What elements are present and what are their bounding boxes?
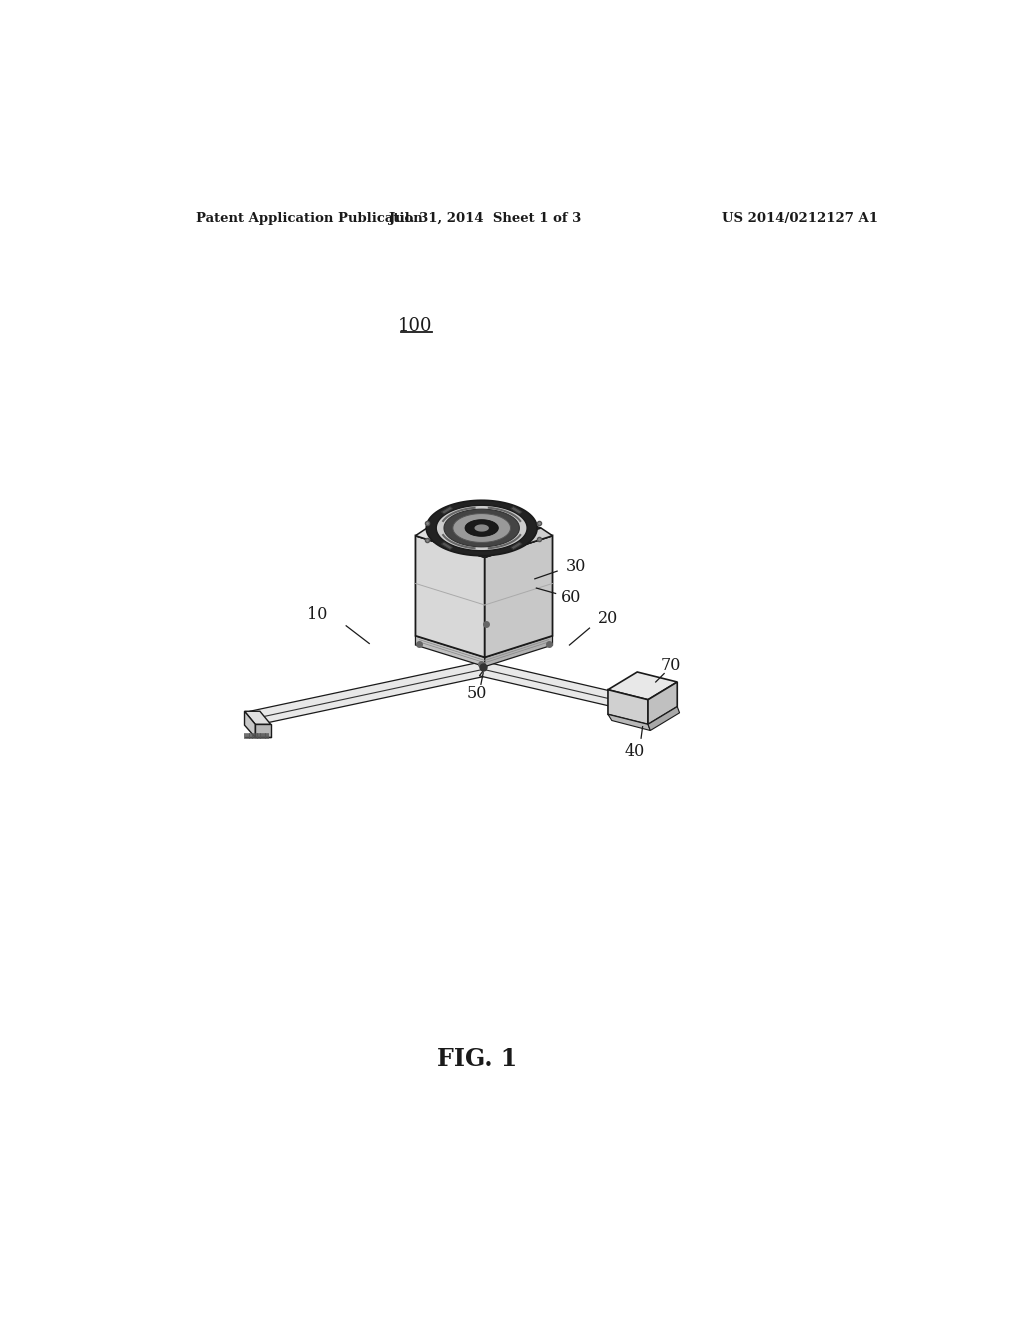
Polygon shape — [416, 528, 484, 557]
Polygon shape — [416, 515, 553, 557]
Polygon shape — [427, 508, 541, 548]
Polygon shape — [484, 536, 553, 657]
Polygon shape — [453, 513, 511, 543]
Text: US 2014/0212127 A1: US 2014/0212127 A1 — [723, 213, 879, 224]
Text: 60: 60 — [561, 589, 582, 606]
Text: 50: 50 — [467, 685, 487, 702]
Polygon shape — [608, 714, 650, 730]
Polygon shape — [465, 520, 499, 536]
Text: 10: 10 — [307, 606, 328, 623]
Polygon shape — [474, 524, 488, 532]
Polygon shape — [426, 500, 538, 556]
Text: 40: 40 — [625, 743, 645, 760]
Polygon shape — [245, 711, 260, 727]
Polygon shape — [250, 663, 487, 725]
Polygon shape — [648, 682, 677, 725]
Polygon shape — [416, 636, 484, 667]
Polygon shape — [416, 614, 553, 657]
Polygon shape — [511, 543, 522, 549]
Polygon shape — [608, 672, 677, 700]
Polygon shape — [484, 528, 553, 557]
Polygon shape — [608, 689, 648, 725]
Text: Patent Application Publication: Patent Application Publication — [196, 213, 423, 224]
Text: Jul. 31, 2014  Sheet 1 of 3: Jul. 31, 2014 Sheet 1 of 3 — [389, 213, 581, 224]
Polygon shape — [416, 536, 484, 657]
Polygon shape — [479, 663, 648, 713]
Text: 100: 100 — [398, 317, 433, 335]
Polygon shape — [648, 706, 680, 730]
Polygon shape — [639, 700, 652, 715]
Polygon shape — [436, 506, 527, 550]
Polygon shape — [511, 507, 522, 513]
Polygon shape — [245, 711, 270, 725]
Polygon shape — [484, 636, 553, 667]
Polygon shape — [255, 725, 270, 738]
Polygon shape — [441, 543, 453, 549]
Text: 30: 30 — [565, 558, 586, 576]
Text: 20: 20 — [598, 610, 618, 627]
Text: FIG. 1: FIG. 1 — [437, 1047, 517, 1072]
Text: 70: 70 — [660, 656, 681, 673]
Polygon shape — [441, 507, 453, 513]
Polygon shape — [444, 510, 519, 546]
Polygon shape — [245, 711, 255, 738]
